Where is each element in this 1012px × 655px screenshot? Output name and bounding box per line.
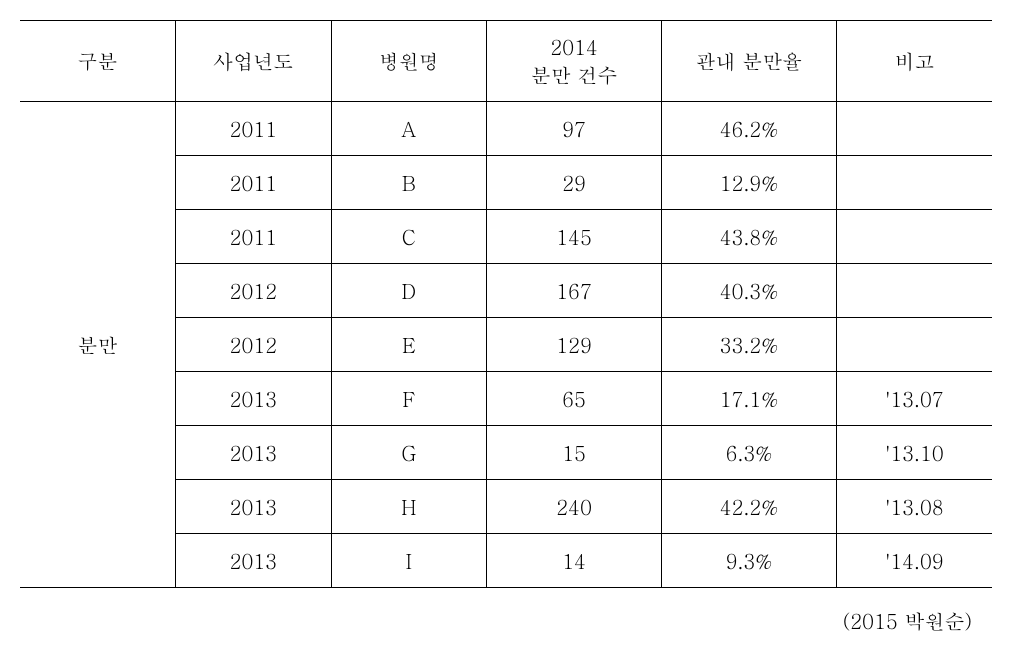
rate-cell: 46.2% (662, 102, 837, 156)
rate-cell: 33.2% (662, 318, 837, 372)
year-cell: 2013 (176, 372, 332, 426)
citation-text: (2015 박원순) (20, 606, 992, 635)
rate-cell: 6.3% (662, 426, 837, 480)
note-cell (836, 210, 992, 264)
hospital-cell: D (331, 264, 487, 318)
note-cell (836, 102, 992, 156)
count-cell: 29 (487, 156, 662, 210)
year-cell: 2013 (176, 480, 332, 534)
year-cell: 2013 (176, 534, 332, 588)
note-cell (836, 318, 992, 372)
header-hospital: 병원명 (331, 21, 487, 102)
rate-cell: 43.8% (662, 210, 837, 264)
header-row: 구분 사업년도 병원명 2014 분만 건수 관내 분만율 비고 (20, 21, 992, 102)
year-cell: 2012 (176, 318, 332, 372)
header-rate: 관내 분만율 (662, 21, 837, 102)
rate-cell: 42.2% (662, 480, 837, 534)
note-cell (836, 264, 992, 318)
rate-cell: 40.3% (662, 264, 837, 318)
count-cell: 240 (487, 480, 662, 534)
count-cell: 97 (487, 102, 662, 156)
header-count-line2: 분만 건수 (531, 60, 618, 89)
data-table: 구분 사업년도 병원명 2014 분만 건수 관내 분만율 비고 분만 2011… (20, 20, 992, 588)
year-cell: 2013 (176, 426, 332, 480)
header-note: 비고 (836, 21, 992, 102)
note-cell: '13.07 (836, 372, 992, 426)
count-cell: 65 (487, 372, 662, 426)
year-cell: 2011 (176, 156, 332, 210)
header-count: 2014 분만 건수 (487, 21, 662, 102)
table-body: 분만 2011 A 97 46.2% 2011 B 29 12.9% 2011 … (20, 102, 992, 588)
year-cell: 2011 (176, 102, 332, 156)
hospital-cell: G (331, 426, 487, 480)
hospital-cell: E (331, 318, 487, 372)
count-cell: 129 (487, 318, 662, 372)
note-cell: '13.08 (836, 480, 992, 534)
table-row: 분만 2011 A 97 46.2% (20, 102, 992, 156)
note-cell: '13.10 (836, 426, 992, 480)
count-cell: 145 (487, 210, 662, 264)
rate-cell: 12.9% (662, 156, 837, 210)
note-cell (836, 156, 992, 210)
note-cell: '14.09 (836, 534, 992, 588)
count-cell: 167 (487, 264, 662, 318)
count-cell: 14 (487, 534, 662, 588)
header-category: 구분 (20, 21, 176, 102)
hospital-cell: C (331, 210, 487, 264)
header-count-line1: 2014 (550, 32, 598, 61)
year-cell: 2011 (176, 210, 332, 264)
rate-cell: 17.1% (662, 372, 837, 426)
year-cell: 2012 (176, 264, 332, 318)
count-cell: 15 (487, 426, 662, 480)
table-container: 구분 사업년도 병원명 2014 분만 건수 관내 분만율 비고 분만 2011… (20, 20, 992, 635)
hospital-cell: B (331, 156, 487, 210)
header-year: 사업년도 (176, 21, 332, 102)
hospital-cell: A (331, 102, 487, 156)
hospital-cell: F (331, 372, 487, 426)
rate-cell: 9.3% (662, 534, 837, 588)
hospital-cell: I (331, 534, 487, 588)
category-cell: 분만 (20, 102, 176, 588)
hospital-cell: H (331, 480, 487, 534)
